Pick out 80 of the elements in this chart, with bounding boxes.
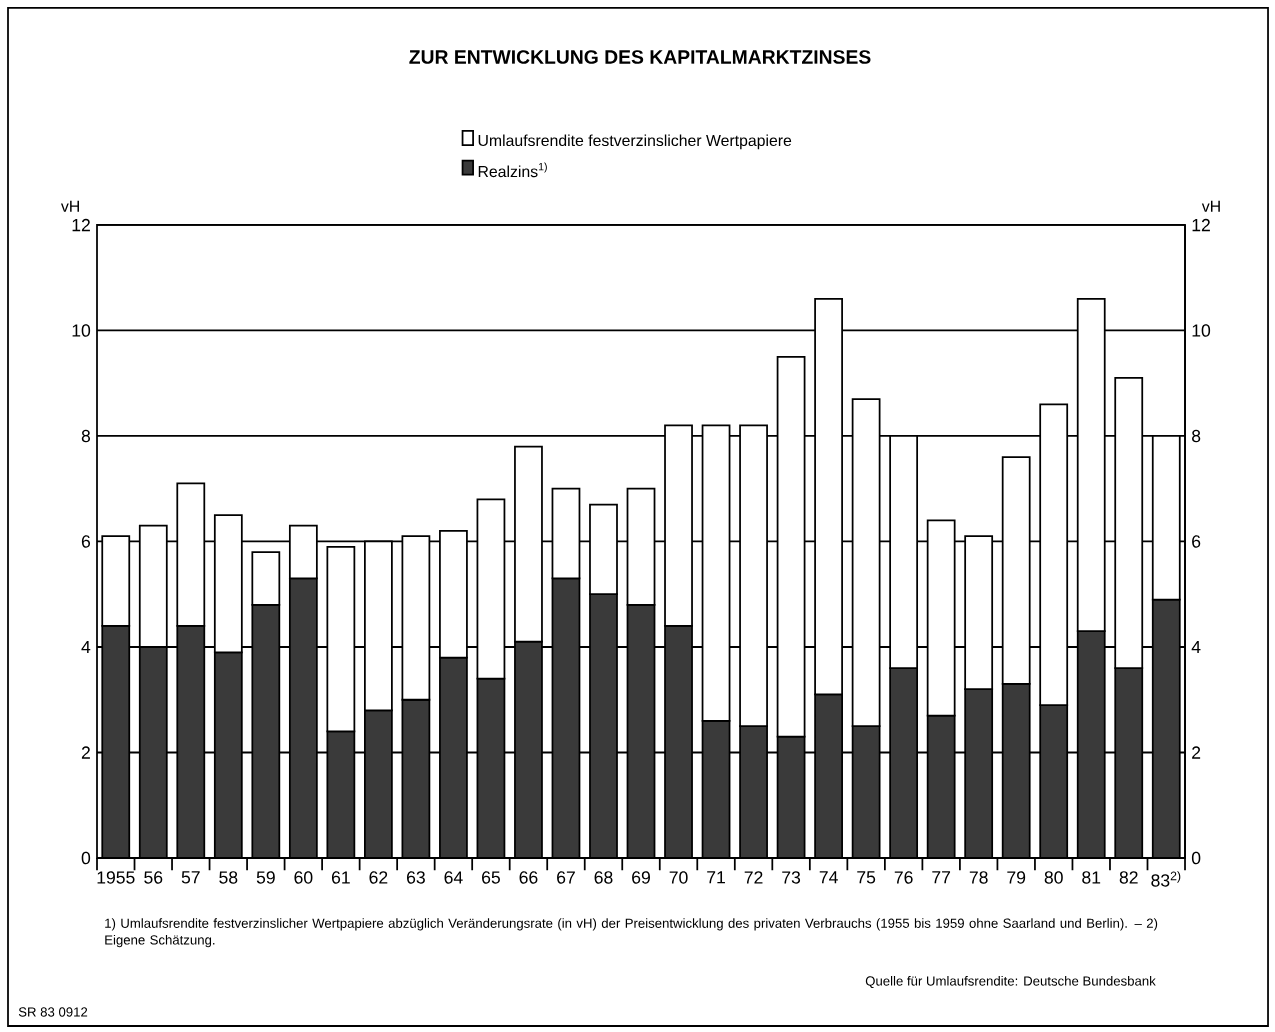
x-tick-label: 77 bbox=[932, 871, 951, 884]
x-tick-label: 82 bbox=[1119, 871, 1138, 884]
bar bbox=[288, 577, 318, 858]
bar bbox=[814, 693, 843, 858]
x-tick-label: 73 bbox=[782, 871, 801, 884]
x-tick-label: 60 bbox=[294, 871, 313, 884]
chart-title: ZUR ENTWICKLUNG DES KAPITALMARKTZINSES bbox=[409, 50, 871, 64]
x-tick-label: 59 bbox=[256, 871, 275, 884]
bar bbox=[364, 709, 393, 858]
y2-tick-label: 8 bbox=[1192, 429, 1201, 443]
bar bbox=[889, 667, 919, 858]
y2-axis-title: vH bbox=[1201, 200, 1220, 212]
bar bbox=[851, 725, 881, 858]
x-tick-label: 71 bbox=[707, 871, 725, 884]
x-tick-label: 62 bbox=[369, 871, 388, 884]
bar bbox=[401, 698, 431, 858]
x-tick-label: 61 bbox=[331, 871, 350, 884]
x-tick-label: 63 bbox=[407, 871, 425, 884]
bar bbox=[626, 603, 656, 858]
bar bbox=[1001, 683, 1031, 858]
x-tick-label: 81 bbox=[1082, 871, 1101, 884]
text: SR 83 0912 bbox=[18, 1007, 88, 1017]
x-tick-label: 80 bbox=[1044, 871, 1063, 884]
y-tick-label: 8 bbox=[81, 429, 91, 443]
bar bbox=[739, 725, 768, 858]
x-tick-label: 78 bbox=[969, 871, 988, 884]
y2-tick-label: 4 bbox=[1191, 640, 1201, 654]
bar bbox=[514, 640, 543, 858]
bar bbox=[251, 603, 281, 858]
bar bbox=[964, 688, 994, 858]
bar bbox=[589, 593, 618, 858]
legend-label: Realzins$^{1)}$ bbox=[478, 162, 547, 178]
source-note: Quelle für Umlaufsrendite: Deutsche Bundesbank bbox=[865, 975, 1156, 989]
x-tick-label: 79 bbox=[1007, 871, 1026, 884]
y2-tick-label: 12 bbox=[1192, 218, 1210, 232]
bar bbox=[439, 656, 468, 858]
bar bbox=[701, 719, 731, 858]
bar bbox=[664, 625, 693, 858]
x-tick-label: 64 bbox=[444, 871, 463, 884]
x-tick-label: 57 bbox=[181, 871, 200, 884]
bar bbox=[551, 577, 581, 858]
x-tick-label: 56 bbox=[144, 871, 163, 884]
bar bbox=[926, 714, 956, 858]
y2-tick-label: 2 bbox=[1192, 746, 1201, 759]
x-tick-label: 67 bbox=[557, 871, 575, 884]
y2-tick-label: 6 bbox=[1192, 535, 1201, 548]
y2-tick-label: 10 bbox=[1192, 324, 1211, 337]
y-tick-label: 10 bbox=[72, 324, 91, 337]
bar bbox=[176, 625, 206, 858]
bar bbox=[1151, 598, 1181, 858]
bar bbox=[476, 677, 506, 858]
y-tick-label: 12 bbox=[72, 218, 90, 232]
bar bbox=[776, 735, 806, 858]
x-tick-label: 75 bbox=[857, 871, 876, 884]
x-tick-label: 68 bbox=[594, 871, 613, 884]
x-tick-label: 69 bbox=[632, 871, 650, 884]
x-tick-label: 72 bbox=[744, 871, 763, 884]
x-tick-label: 66 bbox=[519, 871, 538, 884]
x-tick-label: 65 bbox=[482, 871, 500, 884]
y-tick-label: 0 bbox=[81, 851, 91, 865]
bar bbox=[138, 646, 168, 858]
y-tick-label: 2 bbox=[81, 746, 90, 759]
bar bbox=[1039, 704, 1069, 858]
y-tick-label: 6 bbox=[81, 535, 91, 548]
x-tick-label: 83$^{2)}$ bbox=[1151, 871, 1181, 887]
bar bbox=[1114, 667, 1144, 858]
x-tick-label: 76 bbox=[894, 871, 913, 884]
bar bbox=[326, 730, 356, 858]
legend-label: Umlaufsrendite festverzinslicher Wertpapiere bbox=[478, 134, 792, 150]
bar bbox=[1076, 630, 1106, 858]
x-tick-label: 58 bbox=[219, 871, 238, 884]
y-axis-title: vH bbox=[60, 200, 79, 212]
bar bbox=[213, 651, 243, 858]
x-tick-label: 70 bbox=[669, 871, 688, 884]
x-tick-label: 74 bbox=[819, 871, 838, 884]
text: 1) Umlaufsrendite festverzinslicher Wertpapiere abzüglich Veränderungsrate (in vH) der Preisentwicklung des privaten Verbrauchs (1955 bis 1959 ohne Saarland und Berlin). – 2) Eigene Schätzung. bbox=[105, 918, 1158, 948]
y-tick-label: 4 bbox=[81, 640, 91, 654]
bar bbox=[101, 625, 131, 858]
x-tick-label: 1955 bbox=[97, 871, 135, 884]
y2-tick-label: 0 bbox=[1191, 851, 1201, 865]
